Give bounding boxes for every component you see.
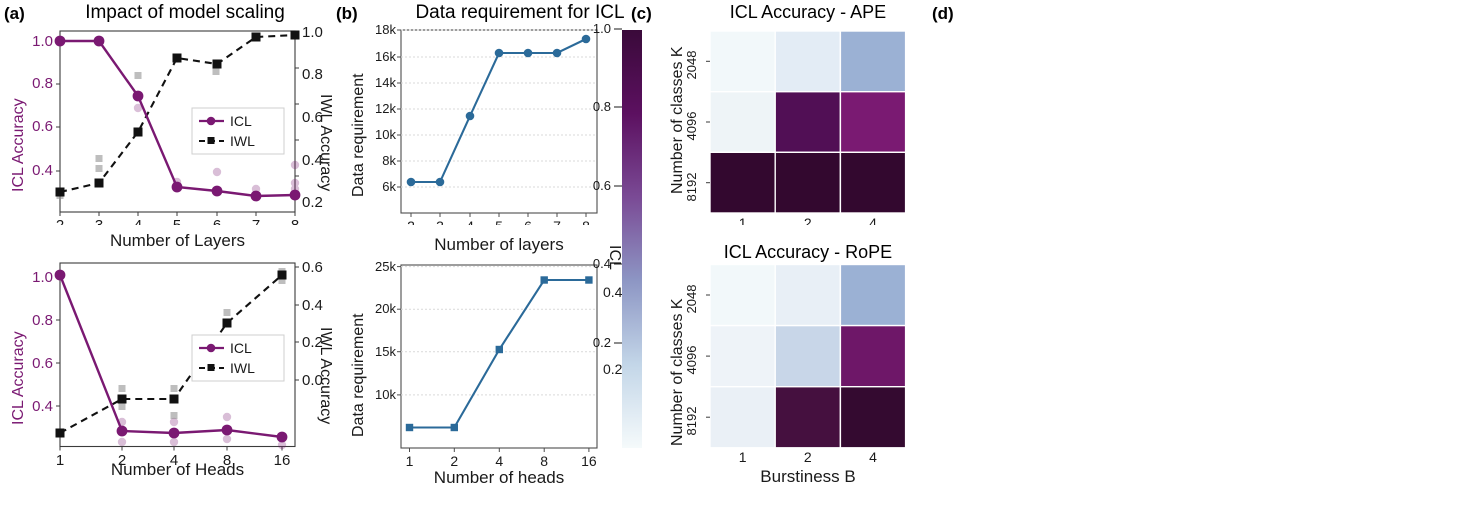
svg-text:0.6: 0.6: [593, 178, 611, 193]
svg-text:1.0: 1.0: [593, 21, 611, 36]
svg-text:4: 4: [869, 449, 877, 465]
svg-text:0.2: 0.2: [593, 335, 611, 350]
svg-text:Burstiness B: Burstiness B: [760, 467, 855, 486]
svg-text:2: 2: [804, 215, 812, 225]
svg-text:ICL Accuracy - RoPE: ICL Accuracy - RoPE: [724, 242, 892, 262]
svg-text:2: 2: [804, 449, 812, 465]
svg-text:0.8: 0.8: [593, 99, 611, 114]
svg-text:ICL Accuracy - APE: ICL Accuracy - APE: [730, 2, 886, 22]
svg-text:1: 1: [739, 449, 747, 465]
svg-text:1: 1: [739, 215, 747, 225]
svg-text:4: 4: [869, 215, 877, 225]
